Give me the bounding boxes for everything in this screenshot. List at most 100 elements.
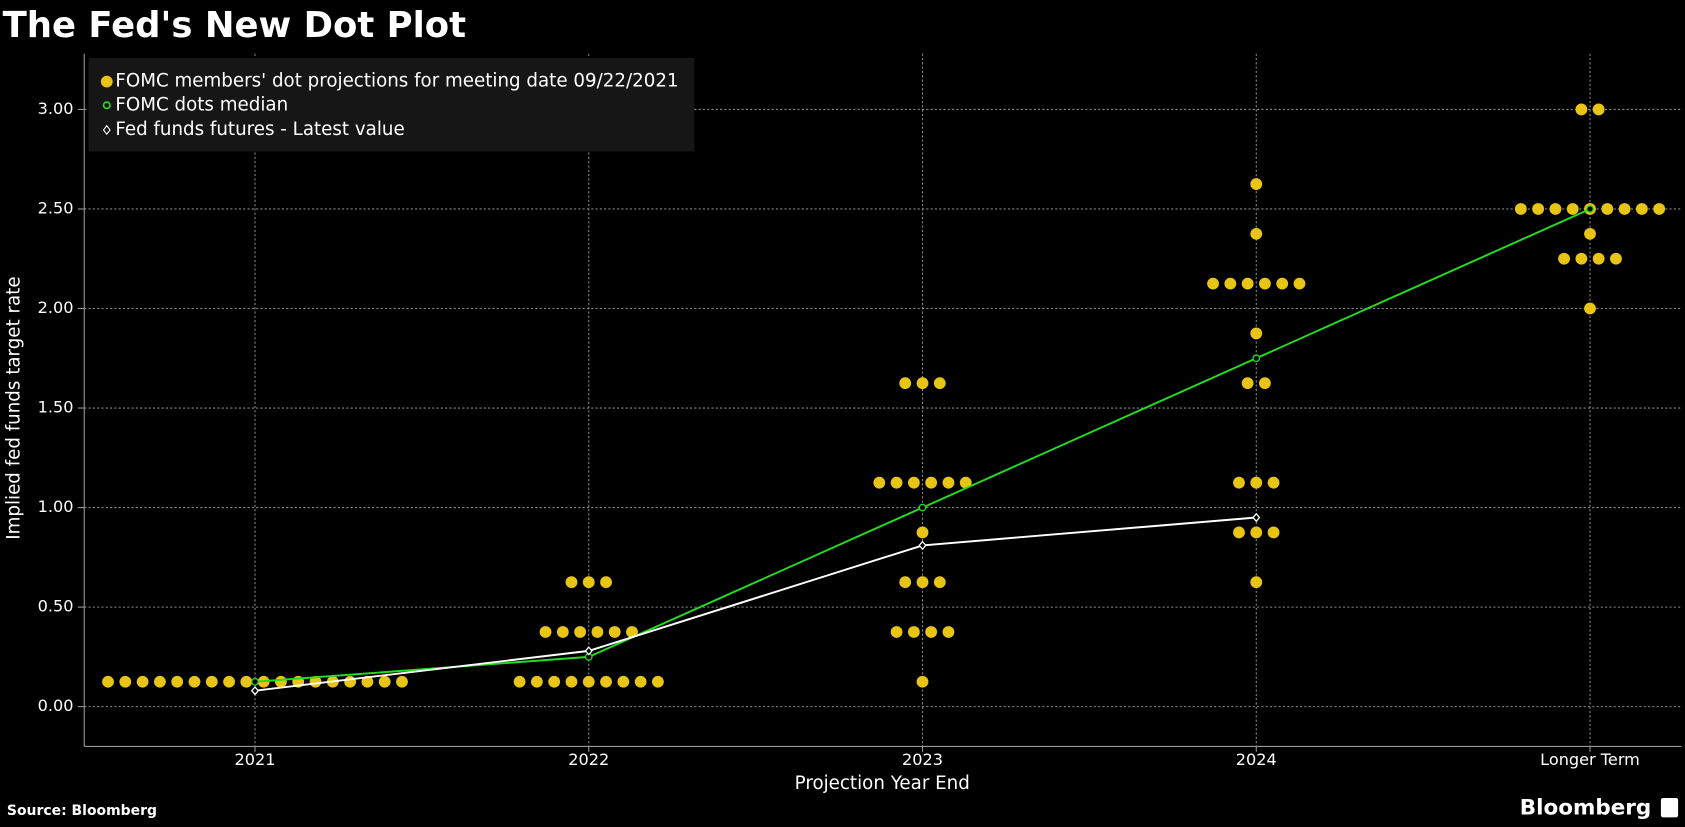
dot (942, 476, 955, 489)
dot (361, 675, 374, 688)
x-tick-label: 2023 (902, 750, 943, 769)
brand: Bloomberg (1520, 796, 1651, 821)
plot: 0.00 0.50 1.00 1.50 2.00 2.50 3.00 2021 2022 2023… (38, 53, 1682, 769)
dot (513, 675, 526, 688)
dot (933, 377, 946, 390)
legend-median (102, 101, 111, 110)
y-tick-label: 2.50 (38, 198, 74, 217)
futures-line (254, 516, 1257, 692)
legend-label: FOMC members' dot projections for meetin… (115, 71, 678, 92)
dot (1584, 227, 1596, 240)
dot (907, 476, 920, 489)
dot (344, 675, 357, 688)
dot (1575, 252, 1588, 265)
dot (1618, 203, 1631, 215)
legend-label: Fed funds futures - Latest value (115, 119, 404, 140)
legend-dot (100, 75, 113, 88)
dot (1250, 576, 1263, 589)
y-tick-label: 1.00 (38, 497, 74, 516)
x-tick-label: 2024 (1236, 750, 1277, 769)
dot (136, 675, 149, 688)
dot (1584, 302, 1596, 315)
source: Source: Bloomberg (7, 803, 157, 819)
legend-label: FOMC dots median (115, 94, 288, 115)
x-tick-label: 2021 (235, 750, 276, 769)
dot (907, 626, 920, 638)
dot (153, 675, 166, 688)
dot (539, 626, 552, 638)
dot (1250, 526, 1263, 539)
dot (565, 675, 578, 688)
dot (1250, 178, 1263, 190)
futures-marker (1252, 512, 1261, 523)
dot (591, 626, 604, 638)
dot (119, 675, 132, 688)
y-tick-label: 0.50 (38, 597, 74, 616)
chart-title: The Fed's New Dot Plot (3, 5, 466, 46)
dot (1233, 476, 1245, 489)
dot (608, 626, 621, 638)
dot (565, 576, 578, 589)
dot (556, 626, 569, 638)
dot (1566, 203, 1579, 215)
dot (1592, 103, 1605, 116)
dot (890, 626, 903, 638)
y-axis-label: Implied fed funds target rate (3, 276, 24, 539)
dot (378, 675, 391, 688)
dot (1653, 203, 1666, 215)
dot (1276, 277, 1289, 290)
dot (574, 626, 587, 638)
dot (1250, 227, 1263, 240)
x-tick-label: Longer Term (1540, 750, 1640, 769)
legend-futures (102, 124, 111, 136)
futures-marker (918, 540, 927, 551)
dot (1635, 203, 1648, 215)
median-marker (1252, 354, 1261, 363)
dot (916, 377, 929, 390)
dot (548, 675, 561, 688)
brand-icon (1660, 798, 1679, 818)
x-axis-label: Projection Year End (795, 773, 970, 794)
dot (1241, 277, 1254, 290)
dot (899, 576, 912, 589)
dot (890, 476, 903, 489)
dot (1575, 103, 1588, 116)
dot (102, 675, 114, 688)
dot (617, 675, 630, 688)
dot (925, 476, 938, 489)
dot (1259, 277, 1271, 290)
median-marker (1586, 205, 1594, 213)
dot (205, 675, 218, 688)
dot (582, 576, 595, 589)
dot (626, 626, 638, 638)
dot (1250, 327, 1263, 340)
dot (1233, 526, 1245, 539)
dot (1293, 277, 1306, 290)
dot (899, 377, 912, 390)
dot (240, 675, 253, 688)
dot (1514, 203, 1527, 215)
dot (652, 675, 664, 688)
dot (582, 675, 595, 688)
y-tick-label: 2.00 (38, 298, 74, 317)
y-tick-label: 3.00 (38, 99, 74, 118)
dot (1267, 476, 1280, 489)
median-marker (918, 503, 927, 512)
dot (925, 626, 938, 638)
dot (916, 675, 929, 688)
dot (1532, 203, 1545, 215)
dot (171, 675, 184, 688)
dot (959, 476, 972, 489)
dot (873, 476, 886, 489)
futures-marker (250, 685, 260, 696)
y-tick-label: 1.50 (38, 398, 74, 417)
dot (1259, 377, 1271, 390)
dot (1224, 277, 1237, 290)
x-tick-label: 2022 (568, 750, 609, 769)
dot (600, 675, 612, 688)
dot (1592, 252, 1605, 265)
dot (1558, 252, 1570, 265)
dot (1267, 526, 1280, 539)
